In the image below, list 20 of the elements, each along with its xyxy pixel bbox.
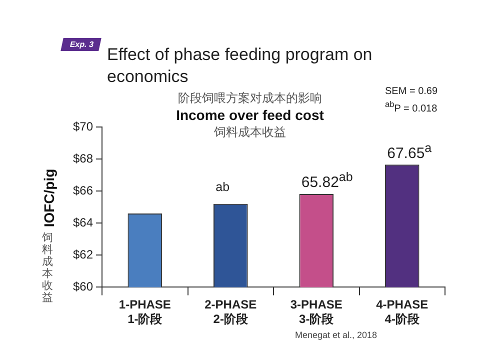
data-label: 65.82$^{ab}$ [301,170,353,191]
x-tick-label: 4-PHASE 4-阶段 [376,298,428,326]
y-tick-label: $62 [72,247,94,262]
y-axis-title: IOFC/pig 饲料成本收益 [41,168,58,304]
y-tick-label: $70 [72,119,94,134]
x-tick-label: 2-PHASE 2-阶段 [204,298,257,326]
x-tick-label: 1-PHASE 1-阶段 [118,298,171,326]
data-label: 67.65$^{a}$ [387,140,432,162]
y-tick-label: $68 [72,151,94,166]
data-label: ab [216,180,230,194]
y-tick-label: $64 [72,215,94,230]
y-tick-label: $66 [72,183,94,198]
text: SEM = 0.69 [385,86,438,97]
chart-title: Effect of phase feeding program on economics [107,45,372,86]
x-tick-label: 3-PHASE 3-阶段 [290,298,342,326]
text: Menegat et al., 2018 [295,330,378,340]
text: $^{ab}$P = 0.018 [385,98,438,116]
text: Exp. 3 [60,38,101,51]
chart-subtitle: 阶段饲喂方案对成本的影响 Income over feed cost 饲料成本收益 [175,90,325,141]
y-tick-label: $60 [72,280,94,294]
